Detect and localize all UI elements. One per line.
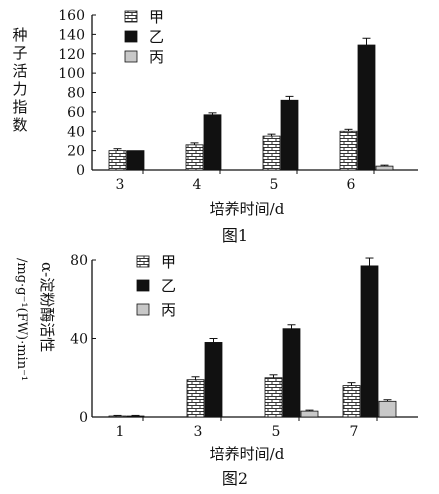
y-tick-label: 100 [58, 66, 85, 82]
bar [185, 144, 204, 171]
y-tick-label: 80 [70, 253, 88, 269]
chart-2-caption: 图2 [222, 469, 248, 488]
x-tick-label: 6 [347, 177, 356, 193]
bar [375, 165, 394, 171]
chart-1-ylabel: 种子活力指数 [12, 26, 27, 134]
bar [186, 379, 205, 418]
bar [282, 328, 301, 418]
bar [342, 385, 361, 418]
chart-2-xlabel: 培养时间/d [210, 445, 285, 463]
y-tick-label: 0 [76, 163, 85, 179]
y-tick-label: 40 [70, 332, 88, 348]
chart-1-caption: 图1 [222, 226, 248, 245]
bar [300, 410, 319, 418]
chart-1-axes: 0 20 40 60 80 100 120 140 160 3 4 5 6 [58, 8, 418, 193]
chart-2-ylabel: α-淀粉酶活性 [38, 262, 56, 352]
chart-1-bars [108, 37, 394, 171]
y-tick-label: 140 [58, 27, 85, 43]
legend-swatch [136, 279, 150, 292]
x-tick-label: 5 [270, 177, 279, 193]
x-tick-label: 1 [116, 424, 125, 440]
chart-1: 0 20 40 60 80 100 120 140 160 3 4 5 6 甲乙丙 种子活力指数 培养时… [12, 8, 418, 245]
legend-swatch [136, 255, 150, 268]
legend-label: 乙 [161, 277, 176, 295]
y-tick-label: 0 [79, 410, 88, 426]
chart-1-xlabel: 培养时间/d [210, 200, 285, 218]
chart-2-legend: 甲乙丙 [136, 253, 176, 319]
y-tick-label: 60 [67, 105, 85, 121]
bar [360, 265, 379, 418]
legend-label: 丙 [161, 301, 176, 319]
bar [280, 99, 299, 171]
chart-1-legend: 甲乙丙 [124, 8, 164, 66]
y-tick-label: 160 [58, 8, 85, 24]
legend-swatch [136, 303, 150, 316]
bar [262, 135, 281, 171]
x-tick-label: 5 [272, 424, 281, 440]
legend-swatch [124, 30, 138, 43]
y-tick-label: 40 [67, 124, 85, 140]
bar [203, 114, 222, 171]
bar [264, 377, 283, 418]
bar [108, 150, 127, 171]
y-tick-label: 80 [67, 86, 85, 102]
bar [357, 44, 376, 171]
bar [339, 130, 358, 171]
x-tick-label: 7 [350, 424, 359, 440]
y-tick-label: 120 [58, 47, 85, 63]
y-tick-label: 20 [67, 144, 85, 160]
legend-label: 甲 [161, 253, 176, 271]
legend-swatch [124, 50, 138, 63]
bar [108, 415, 127, 418]
legend-swatch [124, 10, 138, 23]
bar [204, 342, 223, 418]
x-tick-label: 4 [193, 177, 202, 193]
bar [126, 415, 145, 418]
chart-2-axes: 0 40 80 1 3 5 7 [70, 253, 418, 440]
legend-label: 丙 [149, 48, 164, 66]
x-tick-label: 3 [116, 177, 125, 193]
legend-label: 乙 [149, 28, 164, 46]
legend-label: 甲 [149, 8, 164, 26]
chart-2-yunit: /mg·g⁻¹(FW)·min⁻¹ [14, 258, 29, 381]
x-tick-label: 3 [194, 424, 203, 440]
bar [126, 150, 145, 171]
chart-2-bars [108, 257, 397, 418]
bar [378, 400, 397, 418]
